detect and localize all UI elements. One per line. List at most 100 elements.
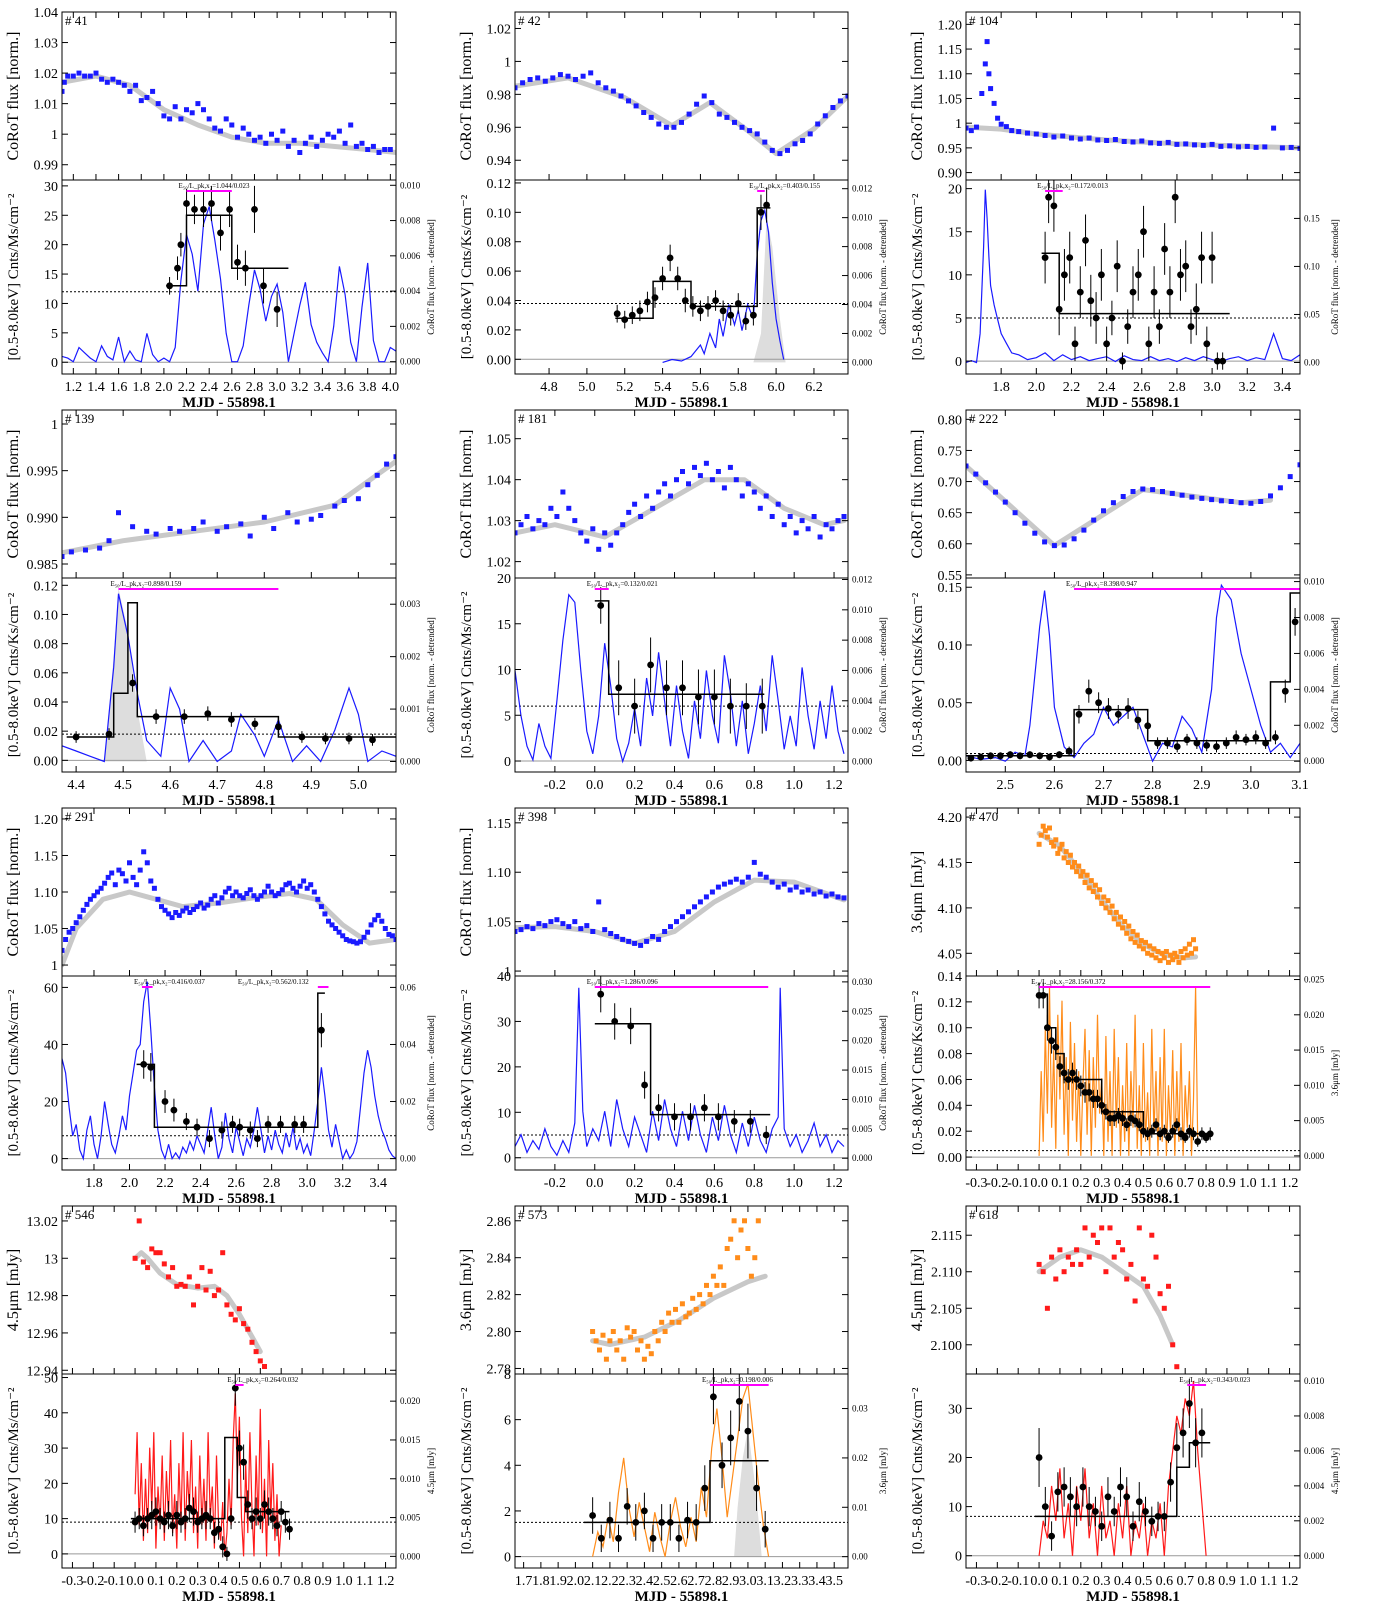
lightcurve-point [274,137,280,143]
lightcurve-point [633,103,639,109]
lightcurve-point [257,1358,263,1364]
bottom-ylabel2: 4.5μm [mJy] [1330,1448,1340,1494]
lightcurve-point [1157,958,1163,964]
xray-point [1060,1483,1068,1491]
lightcurve-point [584,538,590,544]
lightcurve-point [757,871,763,877]
lightcurve-point [1061,542,1067,548]
panel-id-label: # 104 [969,13,999,28]
y-tick-label: 1.15 [487,817,512,832]
y-tick-label: 4 [504,1459,511,1474]
lightcurve-point [285,143,291,149]
xray-point [1142,1508,1149,1515]
y2-tick-label: 0.010 [1304,1376,1325,1386]
x-tick-label: 4.9 [303,778,321,793]
lightcurve-point [733,876,739,882]
y2-tick-label: 0.010 [1304,1080,1325,1090]
lightcurve-point [201,905,207,911]
y-tick-label: 1.02 [487,22,512,37]
xray-point [742,317,750,325]
lightcurve-point [329,922,335,928]
x-tick-label: 1.7 [515,1574,533,1589]
x-tick-label: 6.0 [767,380,785,395]
xray-point [242,264,249,272]
xray-point [659,275,666,282]
x-tick-label: 0.3 [1093,1176,1111,1191]
lightcurve-point [700,1301,706,1307]
x-tick-label: 2.6 [227,1176,245,1191]
xray-point [701,1484,709,1492]
x-tick-label: 1.8 [992,380,1010,395]
xray-point [1148,1127,1156,1135]
y-tick-label: 0.00 [938,1151,963,1166]
xray-point [712,297,719,304]
lightcurve-point [386,931,392,937]
x-tick-label: 0.2 [168,1574,186,1589]
lightcurve-point [294,519,300,525]
lightcurve-point [336,128,342,134]
lightcurve-point [257,134,263,140]
y2-tick-label: 0.04 [400,1039,416,1049]
lightcurve-point [1151,946,1157,952]
lightcurve-point [1238,500,1244,506]
lightcurve-point [1081,527,1087,533]
xray-point [689,303,697,310]
lightcurve-point [1104,138,1110,143]
y-tick-label: 0.55 [938,569,963,584]
lightcurve-point [347,938,353,944]
lightcurve-point [1110,500,1116,506]
lightcurve-point [673,1306,678,1312]
x-tick-label: 0.1 [147,1574,165,1589]
lightcurve-point [610,1329,616,1334]
lightcurve-point [721,485,727,491]
x-tick-label: 2.4 [636,1574,654,1589]
lightcurve-point [332,503,338,509]
x-tick-label: 1.0 [785,778,803,793]
lightcurve-point [1086,135,1092,141]
lightcurve-point [191,907,196,912]
lightcurve-point [294,889,299,895]
y2-tick-label: 0.006 [852,271,873,281]
xray-point [701,1104,708,1112]
lightcurve-point [65,73,71,79]
y-tick-label: 0.96 [487,121,512,136]
xray-point [200,206,207,213]
xray-point [1177,271,1184,279]
y2-tick-label: 0.006 [852,665,873,675]
xray-point [1085,687,1093,695]
bottom-ylabel2: CoRoT flux [norm. - detrended] [426,219,436,335]
lightcurve-point [1040,823,1046,829]
lightcurve-point [62,88,65,94]
lightcurve-point [1297,145,1300,151]
lightcurve-point [358,939,363,945]
xray-point [684,1516,691,1524]
lightcurve-point [269,889,275,895]
lightcurve-point [1200,142,1206,148]
lightcurve-point [1076,863,1082,869]
lightcurve-point [607,1338,613,1344]
x-tick-label: 1.2 [1281,1574,1299,1589]
lightcurve-point [365,147,371,152]
y-tick-label: 1.01 [34,98,59,113]
lightcurve-point [355,496,361,502]
x-axis-label: MJD - 55898.1 [182,395,276,411]
lightcurve-point [1009,128,1015,134]
x-tick-label: 2.5 [653,1574,671,1589]
lightcurve-point [1025,130,1030,136]
lightcurve-point [1074,869,1080,875]
lightcurve-point [835,518,841,524]
bottom-ylabel: [0.5-8.0keV] Cnts/Ks/cm⁻² [910,990,926,1155]
y2-tick-label: 0.010 [852,1094,873,1104]
xray-point [997,752,1004,760]
xray-point [1183,736,1191,744]
xray-point [206,1515,214,1522]
y2-tick-label: 0.015 [400,1435,421,1445]
y-tick-label: 4.10 [938,902,963,917]
xray-point [1098,1522,1106,1530]
lightcurve-point [618,93,624,99]
lightcurve-point [1049,1254,1055,1260]
lightcurve-point [600,1332,606,1338]
lightcurve-point [348,122,354,128]
lightcurve-point [166,911,172,917]
lightcurve-point [1040,1269,1046,1275]
